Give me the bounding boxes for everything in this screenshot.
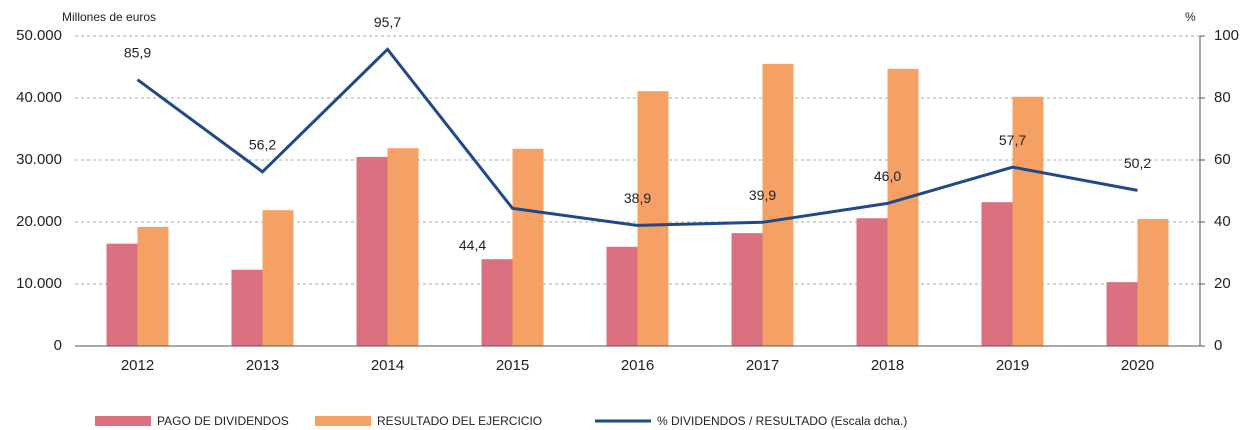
bar bbox=[1012, 96, 1044, 346]
y-tick-label: 10.000 bbox=[16, 275, 62, 292]
x-tick-label: 2018 bbox=[871, 357, 904, 374]
bar bbox=[762, 63, 794, 347]
data-label: 39,9 bbox=[749, 187, 776, 203]
bar bbox=[1106, 282, 1138, 346]
bar bbox=[981, 202, 1013, 346]
x-tick-label: 2013 bbox=[246, 357, 279, 374]
legend-label: % DIVIDENDOS / RESULTADO (Escala dcha.) bbox=[657, 414, 907, 428]
bar bbox=[731, 233, 763, 346]
y-axis-label: Millones de euros bbox=[62, 10, 156, 24]
legend-swatch bbox=[315, 416, 371, 426]
bar bbox=[231, 269, 263, 346]
bar bbox=[512, 148, 544, 346]
bar bbox=[262, 210, 294, 346]
legend-label: PAGO DE DIVIDENDOS bbox=[157, 414, 289, 428]
data-label: 95,7 bbox=[374, 14, 401, 30]
bar bbox=[856, 218, 888, 346]
y-tick-label: 0 bbox=[54, 337, 62, 354]
y2-tick-label: 60 bbox=[1214, 151, 1231, 168]
line bbox=[136, 47, 1138, 227]
bar bbox=[387, 148, 419, 346]
x-tick-label: 2020 bbox=[1121, 357, 1154, 374]
data-label: 44,4 bbox=[459, 237, 486, 253]
bar bbox=[356, 156, 388, 346]
legend-swatch bbox=[95, 416, 151, 426]
bar bbox=[1137, 218, 1169, 346]
y-tick-label: 30.000 bbox=[16, 151, 62, 168]
bar bbox=[637, 91, 669, 347]
y2-tick-label: 20 bbox=[1214, 275, 1231, 292]
y2-tick-label: 100 bbox=[1214, 27, 1239, 44]
data-label: 50,2 bbox=[1124, 155, 1151, 171]
data-label: 57,7 bbox=[999, 132, 1026, 148]
y-tick-label: 20.000 bbox=[16, 213, 62, 230]
y2-tick-label: 80 bbox=[1214, 89, 1231, 106]
y2-tick-label: 40 bbox=[1214, 213, 1231, 230]
bar bbox=[887, 68, 919, 347]
x-tick-label: 2017 bbox=[746, 357, 779, 374]
data-label: 38,9 bbox=[624, 190, 651, 206]
bar bbox=[137, 226, 169, 346]
bar bbox=[106, 243, 138, 346]
x-tick-label: 2019 bbox=[996, 357, 1029, 374]
x-tick-label: 2015 bbox=[496, 357, 529, 374]
data-label: 46,0 bbox=[874, 168, 901, 184]
bar bbox=[606, 246, 638, 346]
y2-tick-label: 0 bbox=[1214, 337, 1222, 354]
x-tick-label: 2014 bbox=[371, 357, 404, 374]
data-label: 85,9 bbox=[124, 44, 151, 60]
y2-axis-label: % bbox=[1185, 10, 1196, 24]
bar bbox=[481, 259, 513, 346]
legend-label: RESULTADO DEL EJERCICIO bbox=[377, 414, 542, 428]
x-tick-label: 2012 bbox=[121, 357, 154, 374]
data-label: 56,2 bbox=[249, 136, 276, 152]
y-tick-label: 40.000 bbox=[16, 89, 62, 106]
x-tick-label: 2016 bbox=[621, 357, 654, 374]
y-tick-label: 50.000 bbox=[16, 27, 62, 44]
